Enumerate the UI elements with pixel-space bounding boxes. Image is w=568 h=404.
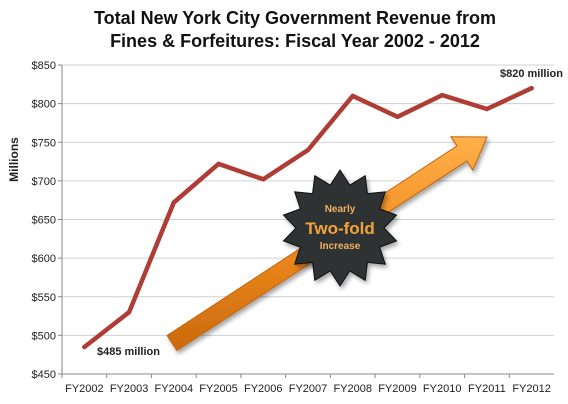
increase-badge: Nearly Two-fold Increase xyxy=(282,169,398,287)
y-axis-label: Millions xyxy=(7,137,21,182)
data-point xyxy=(529,85,534,91)
x-tick-label: FY2002 xyxy=(65,383,104,395)
x-tick-label: FY2008 xyxy=(333,383,372,395)
badge-text-main: Two-fold xyxy=(305,219,375,238)
start-value-label: $485 million xyxy=(97,346,160,358)
data-point xyxy=(126,310,132,315)
x-tick-label: FY2012 xyxy=(512,383,551,395)
x-tick-label: FY2004 xyxy=(155,383,194,395)
end-value-label: $820 million xyxy=(500,68,563,80)
y-tick-label: $800 xyxy=(32,99,56,111)
data-point xyxy=(216,161,221,167)
y-tick-label: $700 xyxy=(32,176,56,188)
y-tick-label: $650 xyxy=(32,215,56,227)
y-tick-label: $550 xyxy=(32,292,56,304)
x-tick-label: FY2007 xyxy=(289,383,328,395)
y-tick-label: $750 xyxy=(32,137,56,149)
badge-text-top: Nearly xyxy=(325,204,356,215)
y-tick-label: $450 xyxy=(32,369,56,381)
y-tick-label: $850 xyxy=(32,60,56,72)
chart-title-line2: Fines & Forfeitures: Fiscal Year 2002 - … xyxy=(110,31,480,51)
data-point xyxy=(305,147,311,153)
data-point xyxy=(171,200,177,205)
chart-title-line1: Total New York City Government Revenue f… xyxy=(93,8,497,28)
badge-text-bottom: Increase xyxy=(320,241,361,252)
data-point xyxy=(484,106,490,112)
x-tick-label: FY2005 xyxy=(199,383,238,395)
data-point xyxy=(439,92,445,98)
axes: $450 $500 $550 $600 $650 $700 $750 $800 $850 FY20… xyxy=(7,60,554,395)
x-tick-label: FY2010 xyxy=(423,383,462,395)
data-point xyxy=(261,177,266,182)
x-tick-label: FY2009 xyxy=(378,383,417,395)
series-line-group xyxy=(82,85,534,350)
badge-starburst xyxy=(282,169,398,287)
x-tick-label: FY2003 xyxy=(110,383,149,395)
y-tick-label: $500 xyxy=(32,330,56,342)
data-point xyxy=(350,93,355,99)
annotations: $485 million $820 million xyxy=(97,68,563,358)
y-tick-label: $600 xyxy=(32,253,56,265)
x-tick-label: FY2006 xyxy=(244,383,283,395)
x-tick-label: FY2011 xyxy=(468,383,506,395)
data-point xyxy=(395,114,400,119)
data-point xyxy=(82,344,87,350)
